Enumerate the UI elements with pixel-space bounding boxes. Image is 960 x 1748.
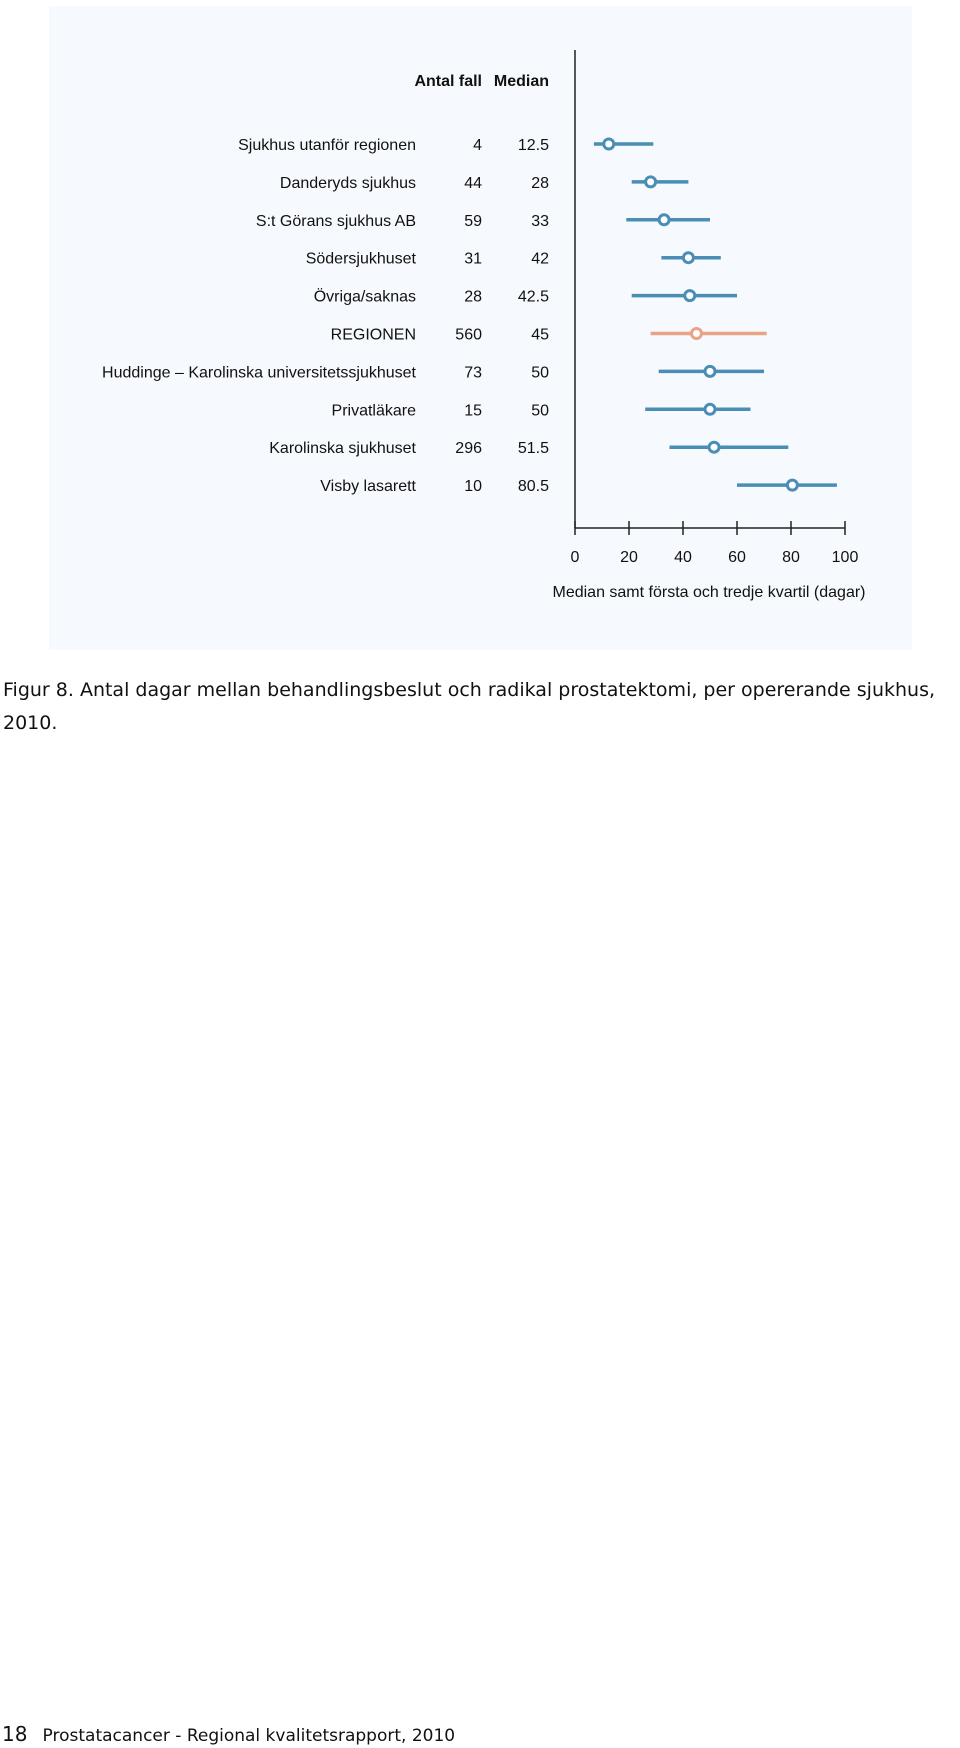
row-count: 28 bbox=[464, 289, 482, 306]
median-marker bbox=[707, 440, 721, 454]
row-median: 28 bbox=[531, 175, 549, 192]
median-marker bbox=[657, 213, 671, 227]
row-count: 59 bbox=[464, 213, 482, 230]
row-label: S:t Görans sjukhus AB bbox=[256, 213, 416, 230]
chart-panel bbox=[49, 6, 912, 650]
x-tick-label: 100 bbox=[832, 549, 859, 566]
row-median: 50 bbox=[531, 402, 549, 419]
forest-row: Privatläkare 15 50 bbox=[332, 402, 751, 419]
row-label: Huddinge – Karolinska universitetssjukhu… bbox=[102, 364, 417, 381]
x-tick-label: 60 bbox=[728, 549, 746, 566]
median-marker bbox=[681, 251, 695, 265]
median-marker bbox=[703, 402, 717, 416]
row-label: Sjukhus utanför regionen bbox=[238, 137, 416, 154]
row-count: 4 bbox=[473, 137, 482, 154]
header-median: Median bbox=[494, 73, 549, 90]
row-label: Privatläkare bbox=[332, 402, 417, 419]
row-median: 42.5 bbox=[518, 289, 549, 306]
row-count: 31 bbox=[464, 251, 482, 268]
row-median: 50 bbox=[531, 364, 549, 381]
median-marker bbox=[683, 289, 697, 303]
forest-row: Huddinge – Karolinska universitetssjukhu… bbox=[102, 364, 764, 381]
forest-row: S:t Görans sjukhus AB 59 33 bbox=[256, 213, 710, 230]
forest-row: Södersjukhuset 31 42 bbox=[306, 251, 721, 268]
median-marker bbox=[644, 175, 658, 189]
row-count: 560 bbox=[455, 327, 482, 344]
forest-row: Danderyds sjukhus 44 28 bbox=[280, 175, 689, 192]
footer-text: Prostatacancer - Regional kvalitetsrappo… bbox=[42, 1726, 456, 1746]
page-footer: 18 Prostatacancer - Regional kvalitetsra… bbox=[2, 1722, 455, 1746]
row-label: Södersjukhuset bbox=[306, 251, 417, 268]
row-label: Visby lasarett bbox=[320, 478, 416, 495]
rows-group: Sjukhus utanför regionen 4 12.5 Danderyds s… bbox=[102, 137, 837, 495]
row-median: 33 bbox=[531, 213, 549, 230]
row-count: 296 bbox=[455, 440, 482, 457]
x-axis-label: Median samt första och tredje kvartil (d… bbox=[552, 584, 865, 601]
row-median: 80.5 bbox=[518, 478, 549, 495]
row-median: 42 bbox=[531, 251, 549, 268]
page-number: 18 bbox=[2, 1722, 28, 1746]
row-median: 12.5 bbox=[518, 137, 549, 154]
row-count: 10 bbox=[464, 478, 482, 495]
header-count: Antal fall bbox=[414, 73, 482, 90]
forest-row: Sjukhus utanför regionen 4 12.5 bbox=[238, 137, 654, 154]
forest-row: Övriga/saknas 28 42.5 bbox=[314, 288, 737, 306]
forest-row: Visby lasarett 10 80.5 bbox=[320, 478, 837, 495]
forest-plot: Antal fall Median Sjukhus utanför region… bbox=[102, 50, 866, 601]
x-tick-label: 0 bbox=[571, 549, 580, 566]
row-median: 51.5 bbox=[518, 440, 549, 457]
median-marker bbox=[690, 327, 703, 340]
x-tick-label: 20 bbox=[620, 549, 638, 566]
median-marker bbox=[703, 364, 717, 378]
median-marker bbox=[785, 478, 799, 492]
row-label: REGIONEN bbox=[331, 327, 416, 344]
row-count: 44 bbox=[464, 175, 482, 192]
x-tick-label: 40 bbox=[674, 549, 692, 566]
row-label: Övriga/saknas bbox=[314, 288, 416, 306]
row-count: 73 bbox=[464, 364, 482, 381]
x-axis: 0 20 40 60 80 100 bbox=[571, 50, 859, 566]
figure-caption: Figur 8. Antal dagar mellan behandlingsb… bbox=[3, 679, 936, 734]
row-label: Karolinska sjukhuset bbox=[269, 440, 416, 457]
row-median: 45 bbox=[531, 327, 549, 344]
forest-row: Karolinska sjukhuset 296 51.5 bbox=[269, 440, 789, 457]
row-count: 15 bbox=[464, 402, 482, 419]
median-marker bbox=[602, 137, 616, 151]
row-label: Danderyds sjukhus bbox=[280, 175, 416, 192]
x-tick-label: 80 bbox=[782, 549, 800, 566]
forest-row: REGIONEN 560 45 bbox=[331, 327, 767, 344]
